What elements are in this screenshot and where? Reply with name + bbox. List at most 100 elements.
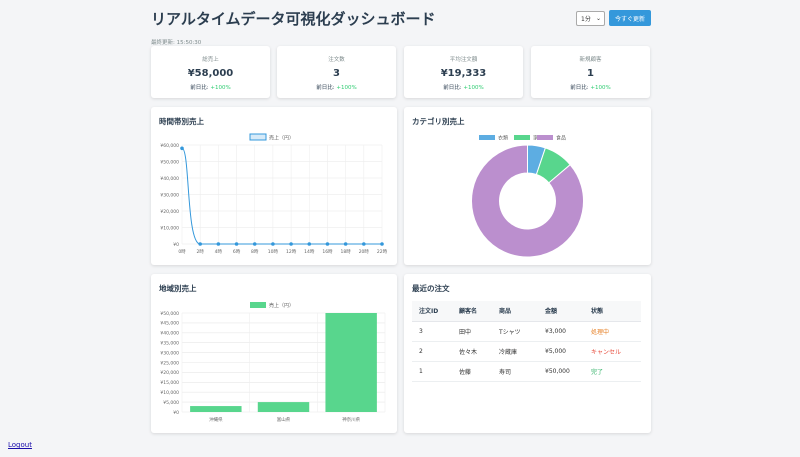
bar [257,402,310,412]
data-point [252,242,257,246]
hourly-sales-panel: 時間帯別売上 売上（円） ¥0 ¥10,000 ¥20,000 ¥30,000 ¥40,0… [151,107,397,265]
y-tick-label: ¥10,000 [160,225,179,231]
y-tick-label: ¥30,000 [160,350,179,356]
chevron-down-icon: ⌄ [595,15,601,22]
kpi-label: 注文数 [328,57,345,63]
customer-name: 田中 [452,321,492,342]
legend-swatch [537,135,553,140]
kpi-delta: 前日比: +100% [190,85,231,91]
kpi-value: 1 [587,68,594,79]
order-amount: ¥50,000 [538,361,584,382]
x-tick-label: 18時 [341,249,352,255]
column-header: 顧客名 [452,301,492,322]
data-point [307,242,312,246]
kpi-label: 新規顧客 [579,57,602,63]
y-tick-label: ¥45,000 [160,321,179,327]
data-point [343,242,348,246]
x-tick-label: 22時 [377,249,388,255]
hourly-sales-chart: 売上（円） ¥0 ¥10,000 ¥20,000 ¥30,000 ¥40,000 ¥50,0… [160,133,388,255]
y-tick-label: ¥0 [173,242,179,248]
y-tick-label: ¥40,000 [160,331,179,337]
panel-title: 時間帯別売上 [159,117,204,126]
customer-name: 佐藤 [452,361,492,382]
table-row: 3 田中 Tシャツ ¥3,000 処理中 [412,321,641,342]
order-id: 1 [412,361,452,382]
legend-label: 衣類 [498,135,508,142]
category-sales-chart: 衣類家電食品 [471,135,584,258]
refresh-interval-value: 1分 [581,16,591,23]
y-tick-label: ¥60,000 [160,143,179,149]
x-tick-label: 10時 [268,249,279,255]
y-tick-label: ¥50,000 [160,159,179,165]
bar [190,406,242,412]
legend-swatch [479,135,495,140]
data-point [380,242,384,246]
status-badge: 処理中 [584,321,641,342]
legend-label: 売上（円） [269,302,294,309]
panel-title: 地域別売上 [159,284,197,293]
x-tick-label: 8時 [251,249,259,255]
column-header: 商品 [492,301,538,322]
kpi-card-total-sales: 総売上 ¥58,000 前日比: +100% [151,46,270,98]
order-amount: ¥5,000 [538,341,584,362]
logout-link[interactable]: Logout [8,441,32,449]
y-tick-label: ¥40,000 [160,176,179,182]
kpi-value: ¥58,000 [187,68,234,79]
recent-orders-table: 注文ID 顧客名 商品 金額 状態 3 田中 Tシャツ ¥3,000 処理中 2… [412,301,641,382]
order-id: 3 [412,321,452,342]
kpi-value: ¥19,333 [440,68,487,79]
panel-title: 最近の注文 [412,284,450,293]
order-amount: ¥3,000 [538,321,584,342]
kpi-delta: 前日比: +100% [316,85,357,91]
recent-orders-panel: 最近の注文 注文ID 顧客名 商品 金額 状態 3 田中 Tシャツ ¥3,000… [404,274,651,433]
kpi-label: 総売上 [202,57,219,63]
y-tick-label: ¥50,000 [160,311,179,317]
category-sales-panel: カテゴリ別売上 衣類家電食品 [404,107,651,265]
table-row: 1 佐藤 寿司 ¥50,000 完了 [412,361,641,382]
kpi-delta: 前日比: +100% [443,85,484,91]
x-tick-label: 神奈川県 [342,416,360,423]
kpi-label: 平均注文額 [449,57,478,63]
data-point [180,146,184,151]
data-point [216,242,221,246]
y-tick-label: ¥30,000 [160,192,179,198]
legend-label: 食品 [556,135,566,142]
table-row: 2 佐々木 冷蔵庫 ¥5,000 キャンセル [412,341,641,362]
x-tick-label: 12時 [286,249,297,255]
y-tick-label: ¥10,000 [160,390,179,396]
x-tick-label: 富山県 [277,416,291,423]
x-tick-label: 6時 [233,249,241,255]
kpi-card-new-customers: 新規顧客 1 前日比: +100% [531,46,650,98]
region-sales-chart: 売上（円） ¥0 ¥5,000 ¥10,000 ¥15,000 ¥20,000 ¥25,00… [160,302,386,423]
last-updated-text: 最終更新: 15:50:30 [151,40,202,46]
column-header: 注文ID [412,301,452,322]
legend-swatch [250,302,266,308]
x-tick-label: 0時 [178,249,186,255]
legend-swatch [249,133,267,141]
legend-swatch [514,135,530,140]
refresh-now-button[interactable]: 今すぐ更新 [609,10,651,26]
x-tick-label: 2時 [196,249,204,255]
product-name: 寿司 [492,361,538,382]
status-badge: キャンセル [584,341,641,362]
series-line [181,147,382,245]
kpi-card-orders: 注文数 3 前日比: +100% [277,46,396,98]
bar [325,313,377,412]
panel-title: カテゴリ別売上 [412,117,465,126]
legend-label: 売上（円） [269,135,294,142]
region-sales-panel: 地域別売上 売上（円） ¥0 ¥5,000 ¥10,000 ¥15,000 ¥20,000… [151,274,397,433]
page-title: リアルタイムデータ可視化ダッシュボード [151,10,436,28]
y-tick-label: ¥25,000 [160,360,179,366]
x-tick-label: 4時 [215,249,223,255]
x-tick-label: 14時 [304,249,315,255]
y-tick-label: ¥5,000 [163,400,179,406]
refresh-interval-select[interactable]: 1分 ⌄ [576,11,605,26]
y-tick-label: ¥20,000 [160,370,179,376]
data-point [271,242,275,246]
x-tick-label: 沖縄県 [209,416,223,423]
y-tick-label: ¥15,000 [160,380,179,386]
column-header: 金額 [538,301,584,322]
product-name: Tシャツ [492,321,538,342]
x-tick-label: 20時 [359,249,370,255]
customer-name: 佐々木 [452,341,492,362]
